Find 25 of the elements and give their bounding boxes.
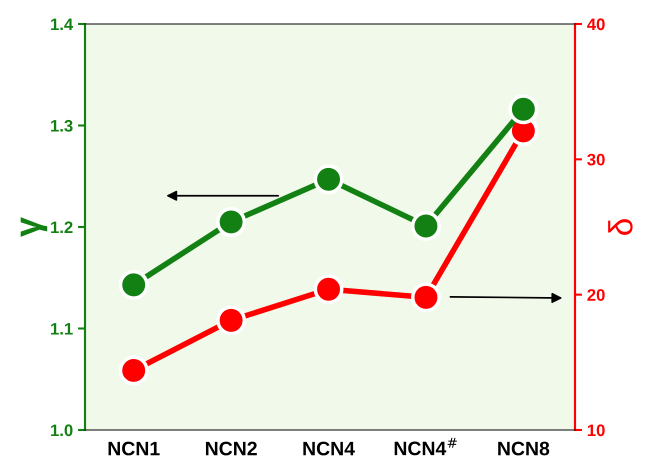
point: [118, 356, 149, 386]
point: [314, 274, 344, 304]
y2-axis-title: δ: [608, 219, 633, 235]
y-tick-label: 1.1: [51, 323, 73, 335]
point: [216, 305, 246, 336]
point: [411, 211, 441, 241]
y2-tick-label: 30: [587, 154, 605, 166]
x-tick-label: NCN4: [303, 442, 355, 456]
point: [118, 270, 149, 300]
y2-tick-label: 10: [588, 424, 605, 436]
x-tick-label: NCN4$^{#}$: [394, 438, 457, 456]
point: [216, 206, 246, 237]
y-tick-label: 1.4: [51, 18, 74, 30]
y-tick-label: 1.2: [51, 221, 73, 234]
y-tick-label: 1.0: [51, 424, 73, 436]
y2-tick-label: 20: [587, 289, 605, 301]
y2-tick-label: 40: [587, 18, 605, 30]
point: [314, 164, 344, 194]
y-tick-label: 1.3: [51, 120, 73, 132]
x-tick-label: NCN1: [108, 442, 160, 456]
point: [411, 282, 441, 312]
x-tick-label: NCN8: [498, 442, 550, 456]
x-tick-label: NCN2: [206, 442, 257, 456]
y-axis-title: γ: [20, 217, 48, 237]
point: [508, 94, 538, 124]
